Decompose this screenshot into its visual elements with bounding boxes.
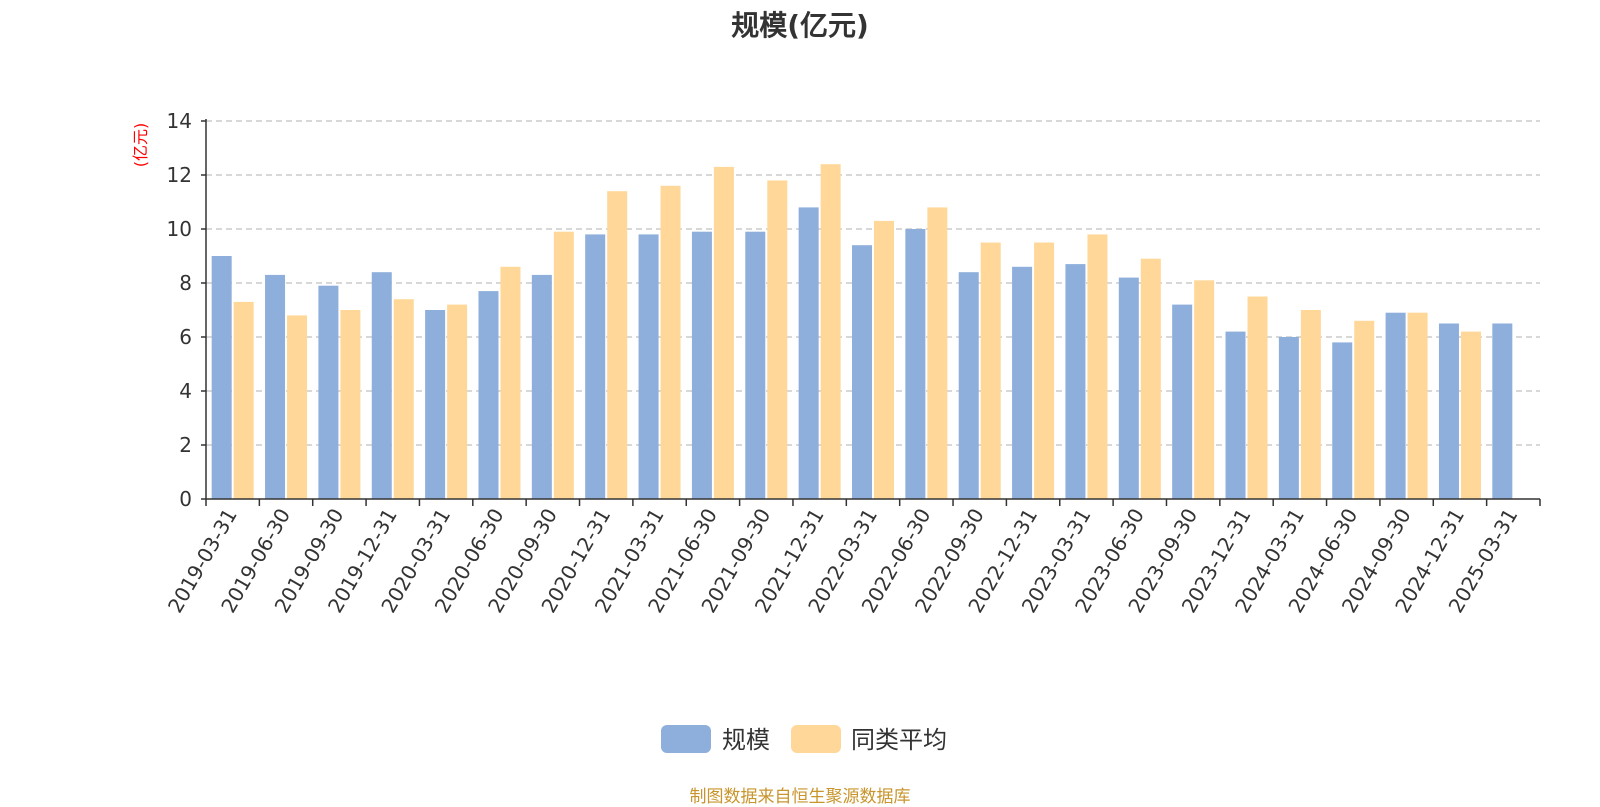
- bar-peer-average: [1354, 320, 1375, 499]
- bar-peer-average: [447, 304, 468, 499]
- y-axis-unit-label: (亿元): [131, 123, 150, 168]
- bar-scale: [638, 234, 659, 499]
- bar-peer-average: [287, 315, 308, 499]
- legend-swatch: [791, 725, 841, 753]
- bar-scale: [318, 285, 339, 499]
- bar-scale: [478, 291, 499, 499]
- bar-peer-average: [393, 299, 414, 499]
- bar-scale: [585, 234, 606, 499]
- chart-title: 规模(亿元): [731, 9, 869, 42]
- y-tick-label: 0: [179, 487, 192, 511]
- legend: 规模 同类平均: [661, 725, 947, 754]
- legend-swatch: [661, 725, 711, 753]
- bar-peer-average: [1407, 312, 1428, 499]
- bars: [211, 164, 1513, 500]
- y-tick-label: 4: [179, 379, 192, 403]
- bar-peer-average: [927, 207, 948, 499]
- y-tick-label: 8: [179, 271, 192, 295]
- y-tick-label: 12: [167, 163, 192, 187]
- bar-peer-average: [553, 231, 574, 499]
- y-tick-label: 14: [167, 109, 192, 133]
- x-tick-labels: 2019-03-312019-06-302019-09-302019-12-31…: [163, 504, 1523, 617]
- axes: [201, 119, 1541, 506]
- source-note: 制图数据来自恒生聚源数据库: [689, 787, 911, 807]
- bar-scale: [371, 272, 392, 499]
- bar-scale: [1332, 342, 1353, 499]
- bar-peer-average: [820, 164, 841, 499]
- bar-scale: [1065, 264, 1086, 499]
- bar-peer-average: [340, 310, 361, 499]
- bar-peer-average: [1034, 242, 1055, 499]
- bar-scale: [745, 231, 766, 499]
- y-tick-label: 10: [167, 217, 192, 241]
- bar-scale: [265, 274, 286, 499]
- bar-peer-average: [1140, 258, 1161, 499]
- bar-peer-average: [500, 266, 521, 499]
- bar-peer-average: [1300, 310, 1321, 499]
- y-tick-label: 6: [179, 325, 192, 349]
- bar-peer-average: [233, 301, 254, 499]
- bar-scale: [1492, 323, 1513, 499]
- legend-label: 规模: [722, 726, 770, 754]
- y-tick-label: 2: [179, 433, 192, 457]
- bar-peer-average: [1247, 296, 1268, 499]
- legend-label: 同类平均: [851, 726, 947, 754]
- bar-peer-average: [607, 191, 628, 499]
- bar-scale: [1438, 323, 1459, 499]
- bar-scale: [1225, 331, 1246, 499]
- bar-scale: [425, 310, 446, 499]
- bar-scale: [211, 256, 232, 499]
- bar-scale: [905, 229, 926, 499]
- y-tick-labels: 0 2 4 6 8 10 12 14: [167, 109, 192, 511]
- bar-peer-average: [713, 166, 734, 499]
- bar-scale: [798, 207, 819, 499]
- bar-peer-average: [1460, 331, 1481, 499]
- bar-peer-average: [1194, 280, 1215, 499]
- bar-peer-average: [1087, 234, 1108, 499]
- bar-scale: [691, 231, 712, 499]
- bar-scale: [1118, 277, 1139, 499]
- bar-peer-average: [660, 185, 681, 500]
- bar-peer-average: [980, 242, 1001, 499]
- bar-peer-average: [874, 220, 894, 499]
- bar-scale: [531, 274, 552, 499]
- bar-peer-average: [767, 180, 788, 499]
- bar-scale: [852, 245, 872, 499]
- bar-scale: [958, 272, 979, 499]
- bar-scale: [1278, 337, 1299, 499]
- bar-scale: [1012, 266, 1033, 499]
- bar-scale: [1172, 304, 1193, 499]
- bar-scale: [1385, 312, 1406, 499]
